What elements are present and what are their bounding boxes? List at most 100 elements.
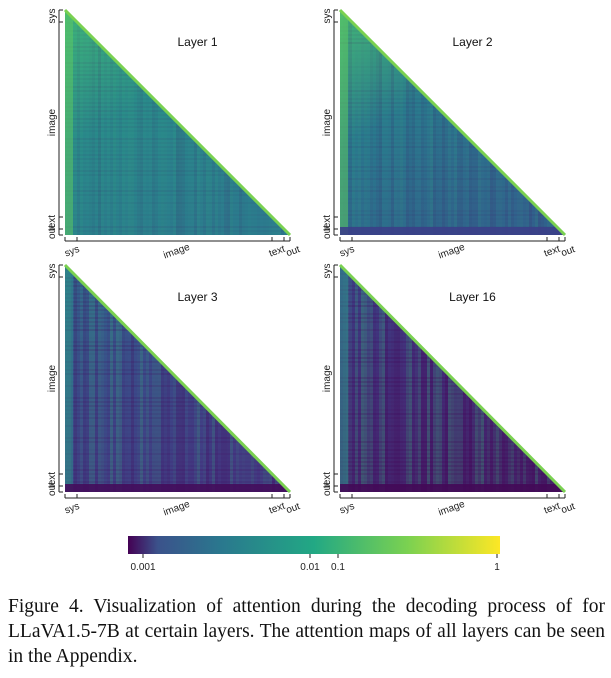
stripe: [559, 265, 562, 492]
stripe: [278, 10, 281, 235]
row-stripe: [340, 453, 565, 455]
stripe: [385, 265, 388, 492]
stripe: [251, 10, 254, 235]
y-axis-label: sys: [47, 9, 58, 24]
diagonal: [338, 263, 567, 494]
stripe: [376, 10, 379, 235]
row-stripe: [65, 146, 290, 148]
row-stripe: [340, 94, 565, 96]
row-stripe: [65, 393, 290, 395]
row-stripe: [65, 409, 290, 411]
stripe: [155, 265, 158, 492]
row-stripe: [340, 469, 565, 471]
row-stripe: [65, 190, 290, 192]
stripe: [553, 10, 556, 235]
row-stripe: [65, 166, 290, 168]
stripe: [400, 265, 403, 492]
row-stripe: [340, 405, 565, 407]
colorbar: [128, 536, 500, 554]
row-stripe: [340, 146, 565, 148]
row-stripe: [340, 477, 565, 479]
y-axis-label: image: [322, 108, 333, 136]
y-axis-label: sys: [47, 264, 58, 279]
stripe: [397, 10, 400, 235]
row-stripe: [65, 333, 290, 335]
row-stripe: [340, 317, 565, 319]
stripe: [89, 265, 92, 492]
row-stripe: [340, 369, 565, 371]
stripe: [367, 265, 370, 492]
row-stripe: [340, 158, 565, 160]
row-stripe: [340, 174, 565, 176]
row-stripe: [340, 425, 565, 427]
row-stripe: [65, 142, 290, 144]
row-stripe: [340, 90, 565, 92]
stripe: [427, 265, 430, 492]
row-stripe: [340, 58, 565, 60]
row-stripe: [340, 222, 565, 224]
row-stripe: [340, 357, 565, 359]
x-axis-label: sys: [63, 244, 81, 259]
y-axis-label: out: [322, 482, 333, 496]
x-axis-label: text: [543, 244, 562, 260]
row-stripe: [65, 313, 290, 315]
row-stripe: [340, 130, 565, 132]
stripe: [415, 265, 418, 492]
row-stripe: [65, 178, 290, 180]
stripe: [113, 10, 116, 235]
row-stripe: [340, 337, 565, 339]
row-stripe: [340, 325, 565, 327]
stripe: [281, 265, 284, 492]
stripe: [439, 265, 442, 492]
row-stripe: [340, 465, 565, 467]
row-stripe: [340, 178, 565, 180]
stripe: [236, 10, 239, 235]
stripe: [526, 10, 529, 235]
row-stripe: [340, 389, 565, 391]
stripe: [418, 265, 421, 492]
row-stripe: [65, 218, 290, 220]
stripe: [263, 265, 266, 492]
row-stripe: [65, 337, 290, 339]
row-stripe: [65, 94, 290, 96]
row-stripe: [65, 437, 290, 439]
x-axis-label: image: [162, 499, 192, 519]
panel-title: Layer 2: [452, 35, 492, 49]
row-stripe: [65, 234, 290, 236]
stripe: [101, 265, 104, 492]
stripe: [430, 265, 433, 492]
row-stripe: [65, 206, 290, 208]
x-axis-label: image: [162, 242, 192, 262]
row-stripe: [65, 281, 290, 283]
stripe: [167, 265, 170, 492]
row-stripe: [65, 26, 290, 28]
row-stripe: [65, 365, 290, 367]
row-stripe: [340, 194, 565, 196]
stripe: [128, 10, 131, 235]
stripe: [74, 265, 77, 492]
row-stripe: [65, 54, 290, 56]
row-stripe: [340, 126, 565, 128]
row-stripe: [65, 445, 290, 447]
stripe: [499, 10, 502, 235]
stripe: [275, 265, 278, 492]
stripe: [131, 10, 134, 235]
stripe: [448, 265, 451, 492]
stripe: [562, 10, 565, 235]
y-axis-label: sys: [322, 9, 333, 24]
colorbar-tick-label: 0.001: [130, 562, 155, 573]
stripe: [382, 265, 385, 492]
panel-title: Layer 1: [177, 35, 217, 49]
row-stripe: [65, 74, 290, 76]
row-stripe: [65, 413, 290, 415]
stripe: [116, 265, 119, 492]
stripe: [119, 265, 122, 492]
row-stripe: [340, 353, 565, 355]
row-stripe: [340, 218, 565, 220]
stripe: [227, 10, 230, 235]
stripe: [266, 10, 269, 235]
row-stripe: [65, 134, 290, 136]
row-stripe: [65, 401, 290, 403]
stripe: [376, 265, 379, 492]
